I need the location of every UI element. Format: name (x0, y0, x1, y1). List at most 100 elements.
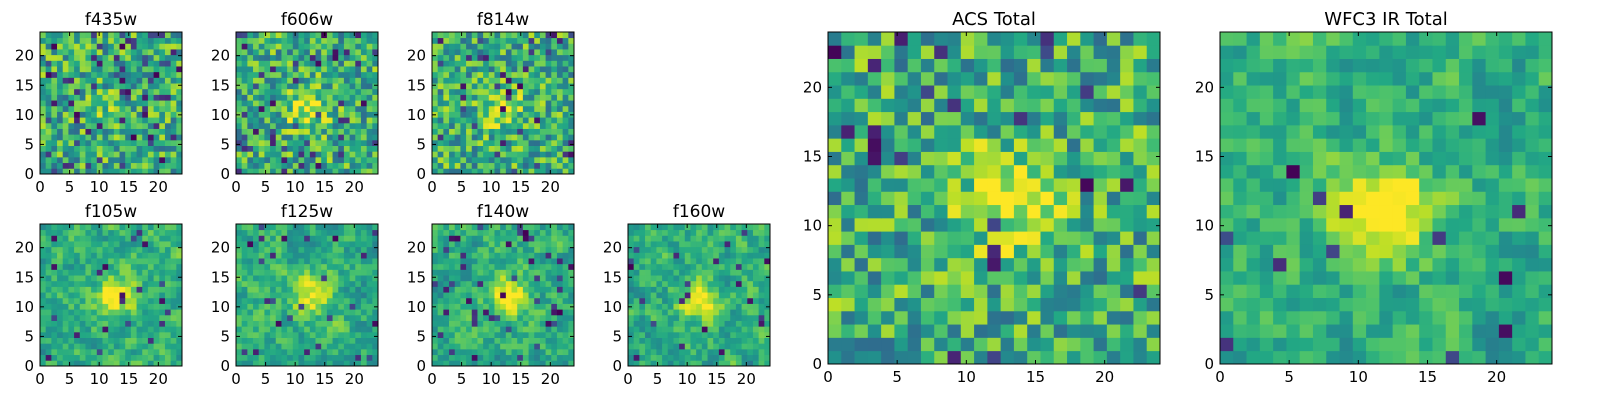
heatmap-cell (45, 54, 52, 61)
heatmap-cell (130, 117, 137, 124)
heatmap-cell (153, 156, 160, 164)
heatmap-cell (645, 258, 652, 265)
heatmap-cell (690, 246, 697, 253)
heatmap-cell (1067, 244, 1081, 259)
heatmap-cell (522, 354, 529, 361)
heatmap-cell (338, 326, 345, 333)
heatmap-cell (443, 105, 450, 112)
heatmap-cell (326, 49, 333, 56)
heatmap-cell (477, 77, 484, 84)
heatmap-cell (113, 43, 120, 50)
heatmap-cell (701, 326, 708, 333)
heatmap-cell (517, 326, 524, 333)
panel-title: f140w (477, 202, 529, 222)
heatmap-cell (854, 164, 869, 179)
heatmap-cell (304, 343, 311, 350)
heatmap-cell (119, 360, 126, 367)
heatmap-cell (522, 241, 529, 248)
heatmap-cell (338, 360, 345, 367)
x-tick-label: 5 (261, 178, 271, 196)
heatmap-cell (1013, 217, 1028, 232)
heatmap-cell (304, 139, 311, 146)
heatmap-cell (113, 117, 120, 124)
y-tick-label: 5 (220, 327, 230, 345)
heatmap-cell (633, 235, 640, 242)
heatmap-cell (372, 162, 379, 169)
heatmap-cell (443, 32, 450, 39)
heatmap-cell (483, 162, 490, 169)
heatmap-cell (443, 83, 450, 90)
heatmap-cell (298, 246, 305, 253)
heatmap-cell (747, 229, 754, 236)
heatmap-cell (947, 217, 962, 232)
heatmap-cell (639, 263, 646, 270)
heatmap-cell (673, 303, 680, 310)
heatmap-cell (164, 286, 172, 293)
heatmap-cell (551, 145, 558, 152)
heatmap-cell (662, 229, 669, 236)
heatmap-cell (85, 275, 92, 282)
heatmap-cell (718, 326, 725, 333)
heatmap-cell (718, 235, 725, 242)
heatmap-cell (236, 49, 243, 56)
heatmap-cell (258, 66, 265, 73)
heatmap-cell (1133, 164, 1148, 179)
heatmap-cell (974, 271, 988, 285)
heatmap-cell (466, 252, 473, 259)
heatmap-cell (159, 94, 166, 101)
heatmap-cell (360, 162, 368, 169)
heatmap-cell (1146, 164, 1161, 179)
heatmap-cell (545, 241, 552, 248)
heatmap-cell (170, 309, 177, 316)
heatmap-cell (960, 271, 975, 285)
heatmap-cell (170, 224, 177, 231)
heatmap-cell (494, 360, 501, 367)
x-tick-label: 20 (345, 178, 364, 196)
heatmap-cell (315, 49, 322, 56)
heatmap-cell (74, 320, 81, 327)
heatmap-cell (153, 83, 160, 90)
heatmap-cell (867, 151, 882, 166)
heatmap-cell (432, 275, 439, 282)
heatmap-cell (147, 269, 154, 276)
heatmap-cell (947, 350, 962, 365)
heatmap-cell (500, 348, 507, 356)
heatmap-cell (125, 32, 132, 39)
heatmap-cell (500, 71, 507, 78)
heatmap-cell (460, 229, 467, 236)
heatmap-cell (68, 156, 75, 164)
heatmap-cell (164, 83, 172, 90)
heatmap-cell (522, 343, 529, 350)
heatmap-cell (432, 122, 439, 129)
heatmap-cell (545, 286, 552, 293)
heatmap-cell (142, 122, 149, 129)
heatmap-cell (517, 162, 524, 169)
heatmap-cell (920, 244, 935, 259)
heatmap-cell (735, 337, 742, 344)
x-tick-label: 5 (65, 370, 75, 388)
heatmap-cell (471, 117, 478, 124)
heatmap-cell (321, 117, 328, 124)
heatmap-cell (45, 134, 52, 141)
heatmap-cell (466, 326, 473, 333)
heatmap-cell (355, 337, 362, 344)
heatmap-cell (522, 303, 529, 310)
heatmap-cell (684, 297, 691, 304)
heatmap-cell (96, 331, 103, 338)
heatmap-cell (562, 83, 569, 90)
heatmap-cell (338, 128, 345, 135)
heatmap-cell (68, 66, 75, 73)
heatmap-cell (500, 241, 507, 248)
heatmap-cell (488, 252, 495, 259)
heatmap-cell (343, 360, 350, 367)
heatmap-cell (142, 309, 149, 316)
heatmap-cell (74, 94, 81, 101)
heatmap-cell (343, 122, 350, 129)
heatmap-cell (752, 337, 760, 344)
heatmap-cell (662, 269, 669, 276)
heatmap-cell (551, 263, 558, 270)
heatmap-cell (275, 297, 282, 304)
heatmap-cell (454, 292, 461, 299)
heatmap-cell (85, 297, 92, 304)
heatmap-cell (920, 337, 935, 352)
